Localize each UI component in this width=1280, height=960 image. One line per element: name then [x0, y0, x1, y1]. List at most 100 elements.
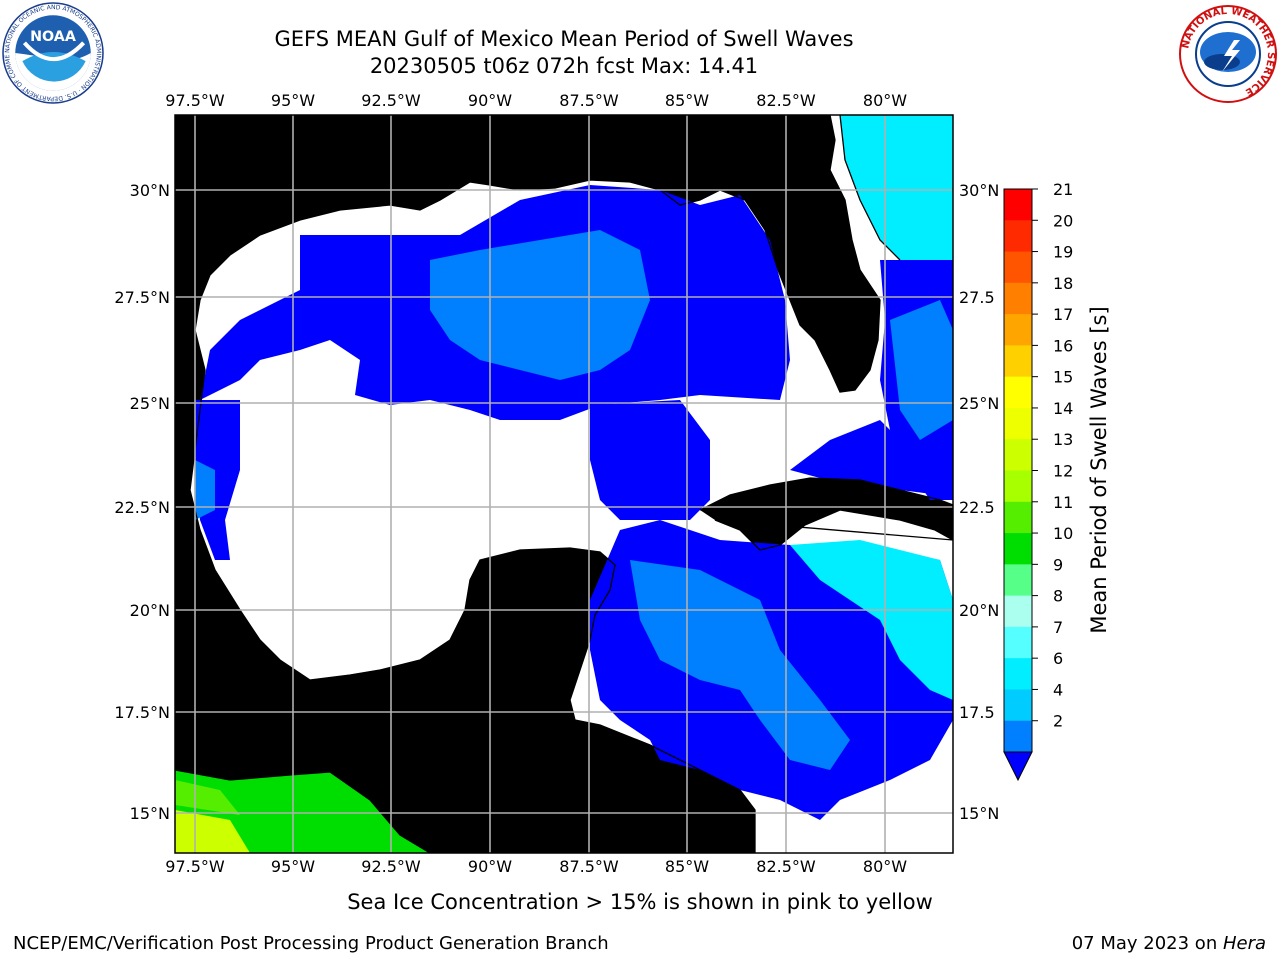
lat-label: 17.5°N	[114, 703, 170, 722]
sea-ice-note: Sea Ice Concentration > 15% is shown in …	[347, 890, 933, 914]
lat-label: 20°N	[130, 601, 170, 620]
swell-region-caribbean-east	[790, 540, 953, 700]
colorbar-swatch	[1004, 501, 1032, 534]
lat-label: 15°N	[959, 804, 999, 823]
coastlines	[175, 115, 953, 853]
lat-label: 22.5	[959, 498, 995, 517]
coastline-florida-east	[839, 115, 901, 261]
colorbar-tick-label: 13	[1053, 430, 1073, 449]
lat-labels-left: 30°N 27.5°N 25°N 22.5°N 20°N 17.5°N 15°N	[114, 181, 170, 823]
colorbar-tick-label: 6	[1053, 649, 1063, 668]
colorbar-tick-label: 18	[1053, 274, 1073, 293]
colorbar-swatch	[1004, 626, 1032, 659]
lat-labels-right: 30°N 27.5 25°N 22.5 20°N 17.5 15°N	[959, 181, 999, 823]
colorbar-tick-label: 8	[1053, 587, 1063, 606]
swell-region-yucatan-channel	[590, 400, 710, 520]
lat-label: 27.5°N	[114, 288, 170, 307]
colorbar-tick-label: 19	[1053, 243, 1073, 262]
lon-label: 85°W	[665, 857, 709, 876]
lat-label: 25°N	[130, 394, 170, 413]
lat-label: 15°N	[130, 804, 170, 823]
footer-host: Hera	[1222, 933, 1266, 954]
lon-label: 87.5°W	[559, 857, 619, 876]
map-subtitle: 20230505 t06z 072h fcst Max: 14.41	[369, 54, 759, 78]
lon-label: 95°W	[271, 91, 315, 110]
swell-region-atlantic	[840, 115, 953, 300]
colorbar-extend	[1003, 751, 1033, 782]
footer-date-text: 07 May 2023 on	[1071, 933, 1223, 954]
swell-region-caribbean-mid	[630, 560, 850, 770]
map-area	[175, 115, 953, 853]
swell-region-florida-straits	[790, 420, 940, 495]
colorbar-swatch	[1004, 282, 1032, 315]
footer-date: 07 May 2023 on Hera	[1072, 933, 1266, 954]
swell-region-mid-north	[430, 230, 650, 380]
colorbar-tick-label: 9	[1053, 555, 1063, 574]
lon-label: 87.5°W	[559, 91, 619, 110]
colorbar-tick-label: 10	[1053, 524, 1073, 543]
nws-logo: NATIONAL WEATHER SERVICE	[1179, 5, 1277, 103]
lat-label: 20°N	[959, 601, 999, 620]
coastline-pacific	[175, 769, 431, 853]
lon-label: 92.5°W	[361, 91, 421, 110]
colorbar-swatch	[1004, 314, 1032, 346]
colorbar-tick-label: 15	[1053, 368, 1073, 387]
footer-credit: NCEP/EMC/Verification Post Processing Pr…	[13, 933, 609, 954]
coastline-gulf	[189, 115, 881, 853]
colorbar-swatch	[1004, 376, 1032, 409]
lon-label: 82.5°W	[756, 857, 816, 876]
swell-region-west-light	[195, 460, 215, 520]
map-title: GEFS MEAN Gulf of Mexico Mean Period of …	[274, 27, 854, 51]
lon-label: 80°W	[863, 91, 907, 110]
colorbar-swatch	[1004, 220, 1032, 253]
colorbar-swatch	[1004, 345, 1032, 378]
colorbar-swatch	[1004, 470, 1032, 503]
lon-label: 85°W	[665, 91, 709, 110]
lat-label: 22.5°N	[114, 498, 170, 517]
lon-label: 90°W	[468, 857, 512, 876]
colorbar-swatch	[1004, 564, 1032, 597]
colorbar-tick-label: 4	[1053, 680, 1063, 699]
colorbar-swatch	[1004, 595, 1032, 628]
lat-label: 27.5	[959, 288, 995, 307]
lon-label: 97.5°W	[165, 91, 225, 110]
swell-region-pacific	[175, 770, 430, 853]
colorbar-swatch	[1004, 251, 1032, 284]
map-frame	[174, 114, 954, 854]
colorbar-tick-label: 14	[1053, 399, 1073, 418]
colorbar-tick-label: 21	[1053, 180, 1073, 199]
colorbar-swatch	[1004, 689, 1032, 722]
lat-label: 17.5	[959, 703, 995, 722]
colorbar-swatch	[1004, 658, 1032, 690]
swell-region-west	[195, 400, 240, 560]
land-cuba	[700, 478, 953, 550]
colorbar-tick-label: 12	[1053, 462, 1073, 481]
lon-label: 82.5°W	[756, 91, 816, 110]
lat-label: 30°N	[959, 181, 999, 200]
colorbar-swatch	[1004, 407, 1032, 440]
graticule	[175, 115, 953, 853]
colorbar: 21 20 19 18 17 16 15 14 13 12 11 10 9 8 7 6 4 2	[1003, 180, 1073, 782]
swell-region-pacific-yellow	[175, 810, 250, 853]
lon-labels-bottom: 97.5°W 95°W 92.5°W 90°W 87.5°W 85°W 82.5…	[165, 857, 907, 876]
colorbar-tick-label: 11	[1053, 493, 1073, 512]
coastline-cuba	[699, 477, 953, 551]
colorbar-tick-label: 16	[1053, 336, 1073, 355]
colorbar-swatch	[1004, 189, 1032, 221]
lon-label: 92.5°W	[361, 857, 421, 876]
lon-label: 95°W	[271, 857, 315, 876]
wave-period-field	[175, 115, 953, 853]
colorbar-tick-label: 20	[1053, 211, 1073, 230]
lon-label: 90°W	[468, 91, 512, 110]
lon-label: 97.5°W	[165, 857, 225, 876]
swell-region-pacific-light	[175, 780, 240, 815]
noaa-logo: NOAA NATIONAL OCEANIC AND ATMOSPHERIC AD…	[2, 2, 104, 104]
noaa-logo-text: NOAA	[30, 29, 76, 45]
colorbar-tick-label: 2	[1053, 712, 1063, 731]
lon-labels-top: 97.5°W 95°W 92.5°W 90°W 87.5°W 85°W 82.5…	[165, 91, 907, 110]
colorbar-tick-label: 17	[1053, 305, 1073, 324]
lon-label: 80°W	[863, 857, 907, 876]
lat-label: 25°N	[959, 394, 999, 413]
colorbar-swatch	[1004, 533, 1032, 565]
